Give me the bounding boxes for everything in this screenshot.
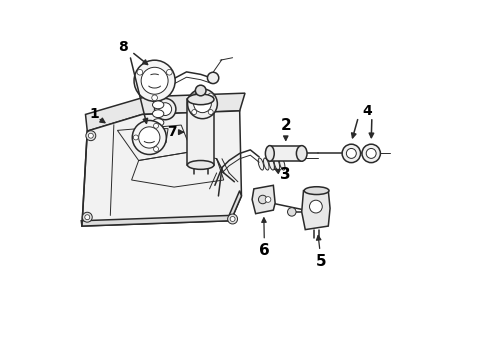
Circle shape bbox=[159, 103, 171, 116]
Ellipse shape bbox=[269, 158, 274, 170]
Text: 8: 8 bbox=[118, 40, 127, 54]
Circle shape bbox=[362, 144, 380, 163]
Polygon shape bbox=[82, 111, 242, 226]
Text: 7: 7 bbox=[168, 125, 177, 139]
Circle shape bbox=[207, 72, 219, 84]
Circle shape bbox=[137, 69, 143, 75]
Ellipse shape bbox=[264, 158, 269, 170]
Polygon shape bbox=[252, 185, 275, 214]
Circle shape bbox=[228, 214, 238, 224]
Circle shape bbox=[265, 197, 271, 202]
Circle shape bbox=[208, 109, 213, 114]
Ellipse shape bbox=[296, 145, 307, 161]
Text: 4: 4 bbox=[363, 104, 372, 118]
Ellipse shape bbox=[152, 110, 164, 118]
FancyBboxPatch shape bbox=[270, 145, 302, 161]
Circle shape bbox=[342, 144, 361, 163]
Polygon shape bbox=[81, 191, 242, 226]
Polygon shape bbox=[302, 191, 330, 230]
Text: 1: 1 bbox=[90, 107, 99, 121]
Circle shape bbox=[310, 200, 322, 213]
Circle shape bbox=[192, 93, 196, 98]
Circle shape bbox=[288, 208, 296, 216]
Circle shape bbox=[258, 195, 267, 204]
Ellipse shape bbox=[152, 127, 164, 135]
Circle shape bbox=[188, 89, 218, 119]
Ellipse shape bbox=[152, 101, 164, 109]
Circle shape bbox=[192, 109, 196, 114]
Circle shape bbox=[88, 133, 93, 138]
Circle shape bbox=[194, 95, 211, 113]
Circle shape bbox=[167, 69, 172, 75]
Text: 6: 6 bbox=[259, 218, 270, 258]
Circle shape bbox=[208, 93, 213, 98]
Text: 5: 5 bbox=[316, 235, 326, 269]
Circle shape bbox=[230, 216, 235, 221]
Circle shape bbox=[153, 123, 159, 128]
Circle shape bbox=[152, 95, 157, 100]
Circle shape bbox=[153, 147, 159, 152]
Ellipse shape bbox=[187, 94, 214, 105]
Circle shape bbox=[141, 67, 168, 94]
Ellipse shape bbox=[266, 145, 274, 161]
Ellipse shape bbox=[187, 161, 214, 169]
Circle shape bbox=[134, 60, 175, 101]
Ellipse shape bbox=[274, 158, 280, 170]
Circle shape bbox=[139, 127, 160, 148]
Circle shape bbox=[196, 85, 206, 96]
Circle shape bbox=[85, 215, 90, 220]
Circle shape bbox=[132, 121, 166, 154]
Polygon shape bbox=[150, 129, 168, 143]
Circle shape bbox=[82, 212, 92, 222]
Circle shape bbox=[155, 99, 176, 120]
Ellipse shape bbox=[279, 158, 285, 170]
Polygon shape bbox=[85, 93, 245, 131]
Circle shape bbox=[86, 131, 96, 141]
Circle shape bbox=[366, 148, 376, 158]
Text: 3: 3 bbox=[275, 167, 291, 182]
Ellipse shape bbox=[258, 158, 264, 170]
Text: 2: 2 bbox=[280, 118, 291, 140]
Circle shape bbox=[133, 135, 138, 140]
Circle shape bbox=[346, 148, 356, 158]
Ellipse shape bbox=[304, 187, 329, 194]
Ellipse shape bbox=[152, 119, 164, 126]
FancyBboxPatch shape bbox=[187, 99, 214, 165]
